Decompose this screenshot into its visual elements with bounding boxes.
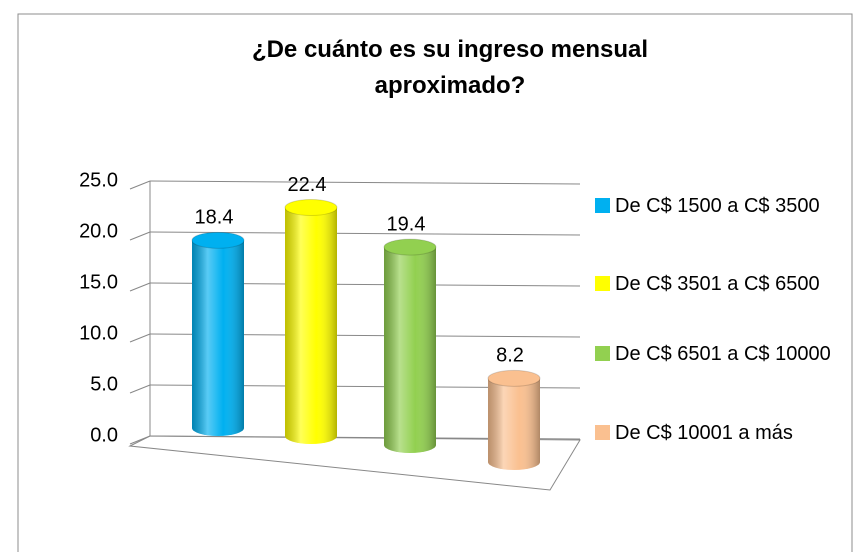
legend-swatch [595, 425, 610, 440]
bar-top [383, 238, 437, 256]
bar-shade [488, 378, 540, 470]
bar-top [487, 369, 541, 387]
y-tick-label: 25.0 [79, 169, 118, 191]
legend-swatch [595, 198, 610, 213]
axis-tick [129, 333, 151, 343]
y-tick-label: 5.0 [90, 373, 118, 395]
y-tick-label: 0.0 [90, 424, 118, 446]
grid-line [149, 180, 581, 185]
axis-tick [129, 180, 151, 190]
legend-item: De C$ 6501 a C$ 10000 [595, 338, 850, 370]
axis-tick [129, 231, 151, 241]
bar-shade [285, 207, 337, 444]
y-tick-label: 15.0 [79, 271, 118, 293]
axis-tick [129, 384, 151, 394]
bar-shade [192, 240, 244, 436]
legend-label: De C$ 3501 a C$ 6500 [615, 273, 820, 295]
floor [128, 435, 581, 491]
legend-item: De C$ 10001 a más [595, 417, 850, 449]
bar-top [284, 199, 338, 217]
chart-title: ¿De cuánto es su ingreso mensual aproxim… [251, 36, 649, 99]
legend-item: De C$ 3501 a C$ 6500 [595, 268, 850, 300]
legend-item: De C$ 1500 a C$ 3500 [595, 190, 850, 222]
legend-swatch [595, 276, 610, 291]
axis-tick [129, 435, 151, 445]
y-tick-label: 10.0 [79, 322, 118, 344]
value-label: 18.4 [195, 207, 234, 229]
legend-label: De C$ 10001 a más [615, 422, 793, 444]
bar-shade [384, 247, 436, 453]
value-label: 19.4 [387, 213, 426, 235]
legend-label: De C$ 6501 a C$ 10000 [615, 343, 831, 365]
value-label: 22.4 [288, 174, 327, 196]
bar-top [191, 231, 245, 249]
legend-swatch [595, 346, 610, 361]
y-tick-label: 20.0 [79, 220, 118, 242]
axis-tick [129, 282, 151, 292]
value-label: 8.2 [496, 345, 524, 367]
legend-label: De C$ 1500 a C$ 3500 [615, 195, 820, 217]
